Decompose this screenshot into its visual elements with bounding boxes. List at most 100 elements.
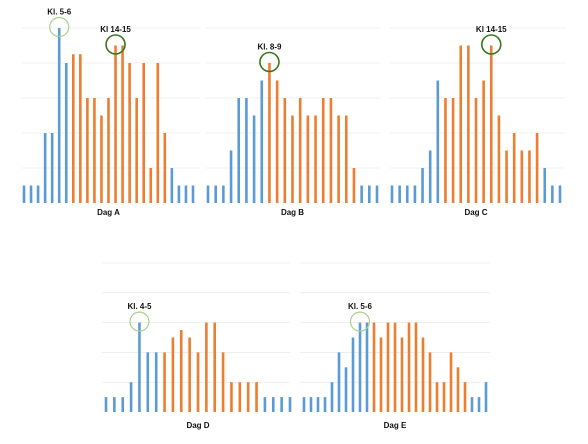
bar — [329, 98, 333, 203]
bar — [344, 115, 348, 203]
bar — [321, 98, 325, 203]
bar — [474, 98, 478, 203]
bar — [184, 185, 188, 203]
bar — [372, 322, 376, 412]
bar — [107, 98, 110, 203]
annotation-label: Kl. 8-9 — [257, 43, 282, 52]
bar — [459, 45, 463, 203]
bar — [22, 185, 26, 203]
bar — [113, 397, 116, 412]
bar — [528, 150, 531, 203]
bar — [246, 382, 250, 412]
annotation-circle — [349, 311, 371, 332]
bar — [129, 382, 133, 412]
bar — [456, 367, 460, 412]
annotation-circle — [49, 16, 70, 38]
bar — [330, 382, 334, 412]
bar — [191, 185, 195, 203]
bar — [238, 382, 242, 412]
bar — [352, 168, 356, 203]
bar — [543, 168, 547, 203]
bar — [428, 150, 432, 203]
bar — [163, 352, 166, 412]
panel-label: Dag C — [464, 208, 487, 217]
bar — [206, 185, 210, 203]
bar — [365, 322, 369, 412]
bar — [520, 150, 524, 203]
annotation-label: Kl. 5-6 — [47, 8, 72, 17]
bar — [283, 98, 287, 203]
bar — [393, 322, 397, 412]
panel-label: Dag B — [281, 208, 304, 217]
bar — [398, 185, 401, 203]
bar — [386, 322, 390, 412]
bar — [29, 185, 33, 203]
bar — [535, 133, 539, 203]
bar — [344, 367, 348, 412]
bar — [93, 98, 96, 203]
bar — [252, 115, 256, 203]
bar — [280, 397, 283, 412]
annotation-circle — [129, 311, 150, 332]
bar — [142, 63, 146, 203]
annotation-label: Kl. 5-6 — [348, 302, 373, 311]
bar — [237, 98, 241, 203]
annotation-circle — [259, 51, 280, 73]
bar — [64, 63, 68, 203]
bar — [171, 337, 175, 412]
bar — [463, 382, 467, 412]
bar — [400, 337, 404, 412]
bar — [128, 63, 131, 203]
bar — [421, 168, 424, 203]
bar — [138, 322, 141, 412]
bar — [482, 80, 485, 203]
bar — [43, 133, 47, 203]
bar — [407, 322, 411, 412]
annotation-label: Kl 14-15 — [100, 25, 131, 34]
bar — [291, 115, 294, 203]
bar — [179, 330, 183, 412]
bar — [214, 185, 217, 203]
bar — [435, 382, 439, 412]
bar — [451, 98, 455, 203]
bar — [221, 352, 225, 412]
annotation-label: Kl 14-15 — [476, 25, 507, 34]
bar — [71, 54, 75, 203]
bar — [230, 382, 233, 412]
bar — [177, 185, 181, 203]
bar — [163, 133, 167, 203]
bar — [558, 185, 562, 203]
bar — [444, 98, 447, 203]
bar — [146, 352, 150, 412]
bar — [298, 98, 302, 203]
bar — [196, 352, 200, 412]
bar — [467, 45, 470, 203]
bar — [477, 397, 481, 412]
bar — [121, 397, 125, 412]
bar — [428, 352, 432, 412]
bar — [337, 352, 341, 412]
bar — [170, 168, 174, 203]
bar — [489, 45, 493, 203]
bar — [57, 28, 61, 203]
bar — [505, 150, 508, 203]
bar — [213, 322, 217, 412]
bar — [436, 80, 440, 203]
bar — [86, 98, 89, 203]
bar — [421, 337, 425, 412]
panel-label: Dag E — [384, 421, 407, 430]
bar — [156, 63, 160, 203]
bar — [375, 185, 379, 203]
bar — [360, 185, 363, 203]
bar — [351, 337, 355, 412]
bar — [188, 337, 191, 412]
bar — [379, 337, 383, 412]
bar — [100, 115, 103, 203]
bar — [260, 80, 264, 203]
bar — [135, 98, 138, 203]
bar — [104, 397, 108, 412]
bar — [337, 115, 340, 203]
bar — [358, 322, 362, 412]
bar — [50, 133, 54, 203]
bar — [405, 185, 409, 203]
